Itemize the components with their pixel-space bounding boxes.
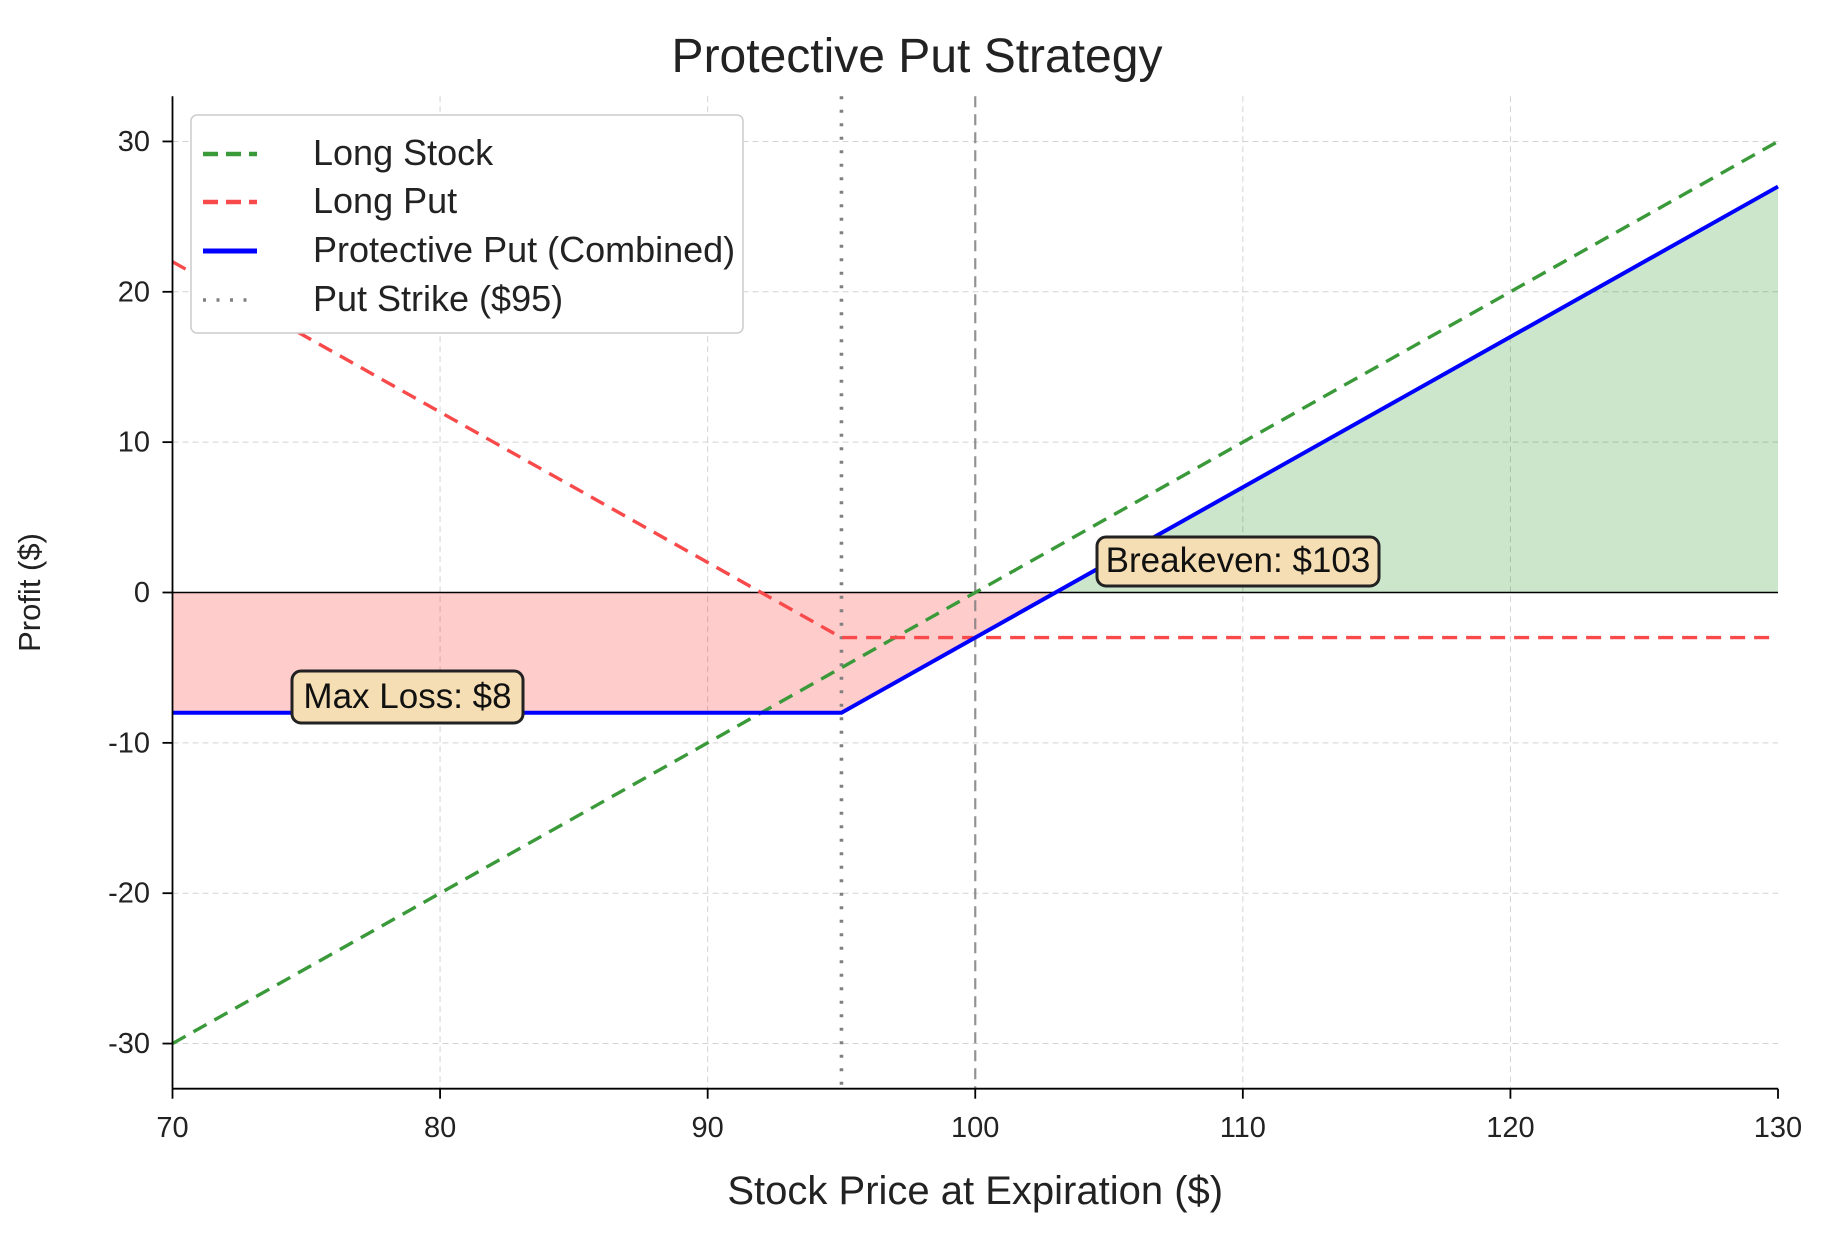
svg-text:130: 130	[1754, 1112, 1802, 1144]
svg-text:70: 70	[156, 1112, 188, 1144]
svg-text:Max Loss: $8: Max Loss: $8	[303, 677, 511, 716]
svg-text:Stock Price at Expiration ($): Stock Price at Expiration ($)	[727, 1169, 1223, 1213]
svg-text:10: 10	[118, 427, 150, 459]
svg-text:-10: -10	[108, 727, 150, 759]
svg-text:80: 80	[424, 1112, 456, 1144]
svg-text:-20: -20	[108, 878, 150, 910]
svg-text:0: 0	[134, 577, 150, 609]
svg-text:100: 100	[951, 1112, 999, 1144]
svg-text:-30: -30	[108, 1028, 150, 1060]
svg-text:Profit ($): Profit ($)	[12, 533, 47, 652]
svg-text:20: 20	[118, 276, 150, 308]
svg-text:Long Put: Long Put	[313, 180, 457, 221]
svg-text:90: 90	[692, 1112, 724, 1144]
svg-text:30: 30	[118, 126, 150, 158]
svg-text:Protective Put (Combined): Protective Put (Combined)	[313, 229, 735, 270]
svg-text:Long Stock: Long Stock	[313, 132, 494, 173]
svg-text:110: 110	[1220, 1112, 1266, 1144]
svg-text:Breakeven: $103: Breakeven: $103	[1106, 541, 1371, 580]
svg-text:120: 120	[1486, 1112, 1534, 1144]
svg-text:Put Strike ($95): Put Strike ($95)	[313, 278, 563, 319]
